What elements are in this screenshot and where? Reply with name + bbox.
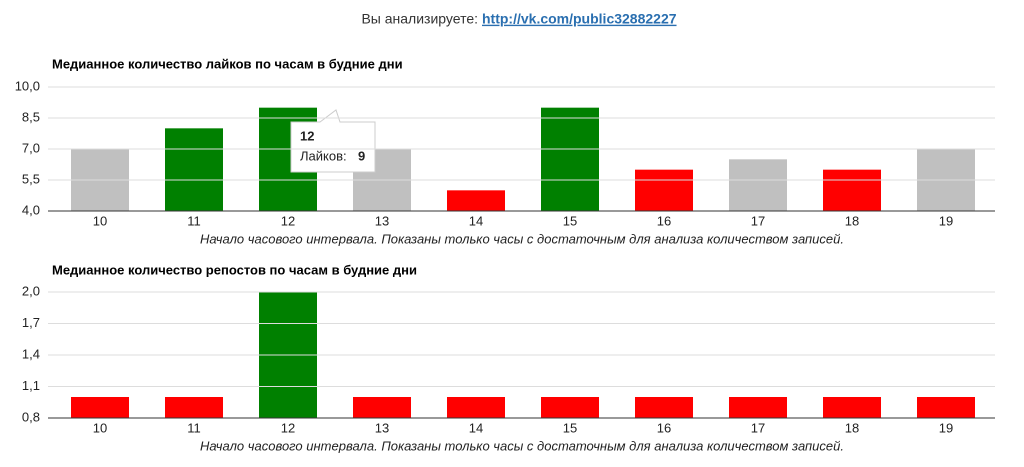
y-tick-label: 10,0 (15, 78, 40, 93)
x-tick-label: 17 (751, 213, 765, 228)
bar (541, 107, 599, 211)
header-label: Вы анализируете: (361, 11, 478, 27)
bar (447, 397, 505, 418)
x-tick-label: 15 (563, 213, 577, 228)
bar (635, 169, 693, 211)
header-link[interactable]: http://vk.com/public32882227 (482, 11, 677, 27)
bar (353, 397, 411, 418)
y-tick-label: 7,0 (22, 140, 40, 155)
bar (165, 397, 223, 418)
tooltip-label: Лайков: (300, 148, 347, 163)
chart-title: Медианное количество репостов по часам в… (52, 262, 417, 277)
y-tick-label: 4,0 (22, 202, 40, 217)
tooltip-category: 12 (300, 128, 314, 143)
y-tick-label: 1,1 (22, 378, 40, 393)
bar (541, 397, 599, 418)
chart-title: Медианное количество лайков по часам в б… (52, 56, 403, 71)
x-tick-label: 17 (751, 420, 765, 435)
tooltip-box (290, 109, 376, 173)
y-tick-label: 8,5 (22, 109, 40, 124)
x-tick-label: 14 (469, 420, 483, 435)
x-tick-label: 12 (281, 420, 295, 435)
bar (165, 128, 223, 211)
x-tick-label: 18 (845, 213, 859, 228)
bar (823, 397, 881, 418)
x-tick-label: 13 (375, 213, 389, 228)
x-tick-label: 19 (939, 420, 953, 435)
tooltip: 12 Лайков: 9 (290, 109, 376, 173)
y-tick-label: 5,5 (22, 171, 40, 186)
x-tick-label: 10 (93, 213, 107, 228)
x-tick-label: 16 (657, 213, 671, 228)
bar (823, 169, 881, 211)
x-axis-note: Начало часового интервала. Показаны толь… (200, 438, 844, 453)
x-tick-label: 11 (187, 420, 201, 435)
x-tick-label: 19 (939, 213, 953, 228)
x-tick-label: 14 (469, 213, 483, 228)
bar (635, 397, 693, 418)
bar (71, 397, 129, 418)
x-tick-label: 13 (375, 420, 389, 435)
bar (917, 397, 975, 418)
y-tick-label: 2,0 (22, 283, 40, 298)
y-tick-label: 1,7 (22, 315, 40, 330)
x-tick-label: 15 (563, 420, 577, 435)
x-tick-label: 12 (281, 213, 295, 228)
y-tick-label: 0,8 (22, 409, 40, 424)
x-tick-label: 11 (187, 213, 201, 228)
bar (729, 159, 787, 211)
bar (447, 190, 505, 211)
x-tick-label: 18 (845, 420, 859, 435)
x-tick-label: 16 (657, 420, 671, 435)
bar (729, 397, 787, 418)
y-tick-label: 1,4 (22, 346, 40, 361)
x-tick-label: 10 (93, 420, 107, 435)
tooltip-value: 9 (358, 148, 365, 163)
x-axis-note: Начало часового интервала. Показаны толь… (200, 231, 844, 246)
